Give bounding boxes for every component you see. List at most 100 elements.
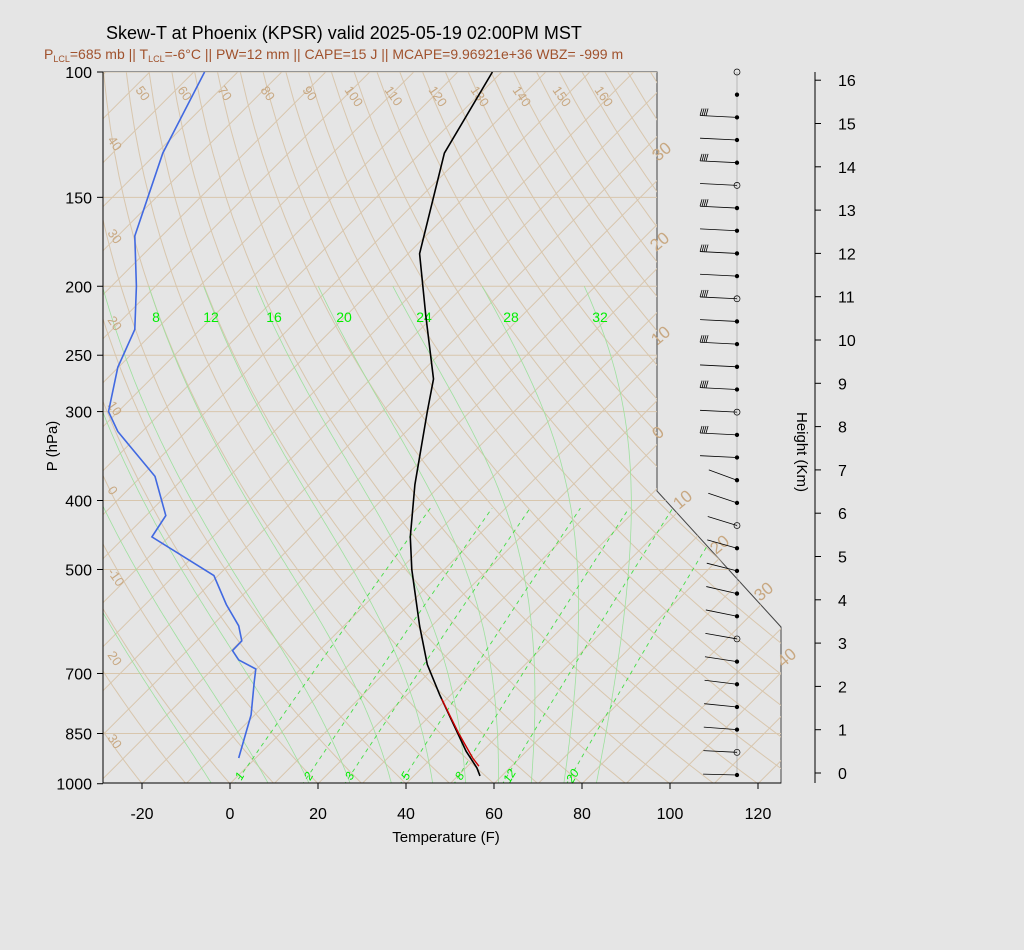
- wind-barb-feather: [705, 199, 709, 207]
- wind-barb: [708, 492, 738, 504]
- wind-barb-feather: [699, 380, 703, 388]
- wind-barb: [703, 750, 738, 753]
- isotherm-label: 60: [175, 83, 196, 103]
- dry-adiabat: [103, 72, 289, 783]
- height-tick-label: 15: [838, 117, 856, 134]
- y-tick-label: 200: [65, 279, 92, 296]
- isotherm-line: [875, 72, 1024, 799]
- isotherm-line: [103, 72, 459, 783]
- y-tick-label: 850: [65, 726, 92, 743]
- mixing-ratio-line: [224, 507, 431, 783]
- wind-barb: [704, 656, 738, 663]
- wind-barb: [707, 539, 738, 549]
- wind-barb-feather: [699, 244, 703, 252]
- mixing-ratio-label: 20: [563, 766, 582, 786]
- dry-adiabat: [833, 72, 1024, 799]
- y-tick-label: 100: [65, 65, 92, 82]
- wind-barb-feather: [699, 199, 703, 207]
- dry-adiabat: [103, 72, 333, 783]
- wind-barb-feather: [701, 199, 705, 207]
- mixing-ratio-line: [493, 507, 674, 783]
- subtitle-rest: =-6°C || PW=12 mm || CAPE=15 J || MCAPE=…: [165, 46, 624, 62]
- wind-barb: [700, 296, 738, 300]
- isotherm-label: 90: [300, 83, 321, 103]
- wind-barb: [700, 387, 738, 390]
- wind-barb: [705, 609, 738, 617]
- wind-barb: [700, 228, 738, 232]
- wind-barb-feather: [701, 425, 705, 434]
- y-tick-label: 400: [65, 494, 92, 511]
- wind-barb-feather: [705, 244, 709, 252]
- dry-adiabat: [787, 72, 1024, 799]
- height-tick-label: 16: [838, 73, 856, 90]
- isotherm-line: [103, 72, 723, 783]
- wind-barb: [700, 205, 738, 209]
- height-tick-label: 8: [838, 420, 847, 437]
- x-tick-label: -20: [130, 806, 153, 823]
- height-tick-label: 2: [838, 679, 847, 696]
- wind-barb: [700, 341, 738, 345]
- wind-barb-feather: [703, 289, 707, 298]
- parcel-profile-line: [441, 698, 480, 767]
- isotherm-line: [103, 72, 283, 783]
- dry-adiabat: [103, 72, 155, 783]
- mixing-ratio-label: 24: [416, 309, 432, 325]
- height-tick-label: 9: [838, 376, 847, 393]
- y-tick-label: 1000: [56, 777, 92, 794]
- moist-adiabat: [148, 286, 396, 783]
- subtitle-lcl-sub-1: LCL: [53, 54, 70, 64]
- wind-barb-feather: [703, 244, 707, 252]
- subtitle-lcl-sub-2: LCL: [148, 54, 165, 64]
- isotherm-line: [103, 72, 547, 783]
- wind-barb: [704, 703, 738, 708]
- mixing-ratio-label: 8: [152, 309, 160, 325]
- wind-barb-feather: [699, 108, 703, 116]
- wind-barb-feather: [699, 425, 703, 434]
- wind-barb: [700, 115, 738, 118]
- dry-adiabat: [194, 72, 690, 783]
- wind-barb: [706, 562, 738, 572]
- wind-barb-feather: [705, 425, 709, 434]
- y-axis-label: P (hPa): [44, 421, 61, 472]
- mixing-ratio-line: [292, 507, 493, 783]
- x-tick-label: 120: [745, 806, 772, 823]
- isotherm-line: [787, 72, 1024, 799]
- wind-dot: [734, 92, 740, 97]
- isotherm-line: [434, 72, 781, 783]
- dry-adiabat: [422, 72, 781, 783]
- y-tick-label: 250: [65, 348, 92, 365]
- wind-barb: [703, 726, 738, 731]
- dry-adiabat: [239, 72, 779, 783]
- wind-barb-feather: [705, 380, 709, 388]
- wind-barb: [700, 251, 738, 254]
- wind-barb-feather: [701, 108, 705, 116]
- isotherm-label: 40: [105, 133, 126, 153]
- dry-adiabat: [171, 72, 646, 783]
- wind-dot: [733, 68, 741, 76]
- isotherm-label: 80: [258, 83, 279, 103]
- moist-adiabat: [481, 286, 579, 783]
- subtitle-p-value: =685 mb || T: [70, 46, 149, 62]
- moist-adiabat: [255, 286, 467, 783]
- moist-adiabat: [317, 286, 499, 783]
- wind-barb: [700, 273, 738, 277]
- x-tick-label: 60: [485, 806, 503, 823]
- wind-barb: [700, 183, 738, 186]
- height-tick-label: 4: [838, 593, 847, 610]
- wind-barb: [707, 516, 738, 526]
- dry-adiabat: [103, 72, 200, 783]
- height-tick-label: 14: [838, 160, 856, 177]
- dry-adiabat: [856, 72, 1024, 799]
- wind-barb: [700, 160, 738, 164]
- x-axis: -20 0 20 40 60 80 100 120: [103, 782, 781, 823]
- wind-barb-feather: [703, 335, 707, 343]
- moist-adiabat: [103, 286, 277, 783]
- wind-barb-feather: [703, 199, 707, 207]
- dewpoint-profile-line: [107, 72, 257, 759]
- wind-barb-feather: [705, 153, 709, 161]
- height-tick-label: 12: [838, 246, 856, 263]
- dry-adiabat: [103, 72, 512, 783]
- wind-barbs: [699, 68, 741, 778]
